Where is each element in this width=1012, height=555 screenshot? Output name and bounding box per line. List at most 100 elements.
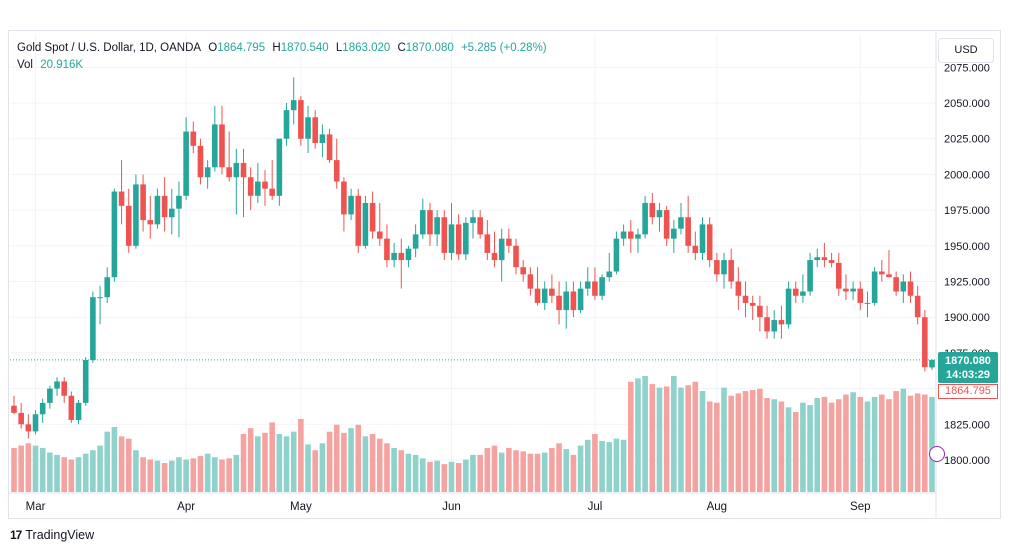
volume-bar [133,450,139,492]
volume-bar [226,458,232,492]
volume-bar [333,424,340,492]
volume-bar [520,451,527,492]
volume-bar [441,464,448,492]
candle-body [197,145,204,178]
volume-bar [168,460,175,492]
volume-bar [319,443,326,492]
indicator-circle-icon[interactable] [929,446,945,462]
y-tick-label: 1950.000 [944,241,990,253]
volume-bar [326,431,333,492]
candle-body [204,167,211,178]
volume-value: 20.916K [40,59,84,71]
candle-body [269,188,275,196]
candle-body [835,262,842,289]
volume-bar [606,442,613,492]
candle-body [728,260,734,282]
volume-bar [305,444,311,492]
candle-body [477,217,483,235]
candle-body [183,131,189,196]
volume-bar [685,385,691,492]
candle-body [907,281,914,296]
volume-bar [828,402,835,492]
candle-body [125,205,132,246]
volume-bar [527,453,534,492]
volume-bar [283,436,290,492]
candle-body [656,210,663,218]
volume-bar [47,452,53,492]
candle-body [470,217,476,223]
volume-bar [398,450,405,492]
volume-bar [627,381,634,492]
y-tick-label: 1800.000 [944,455,990,467]
candle-body [190,131,197,146]
candle-body [247,177,254,196]
volume-bar [362,436,369,492]
candle-body [82,360,89,403]
candle-body [398,252,405,261]
candle-body [929,359,935,368]
candle-body [534,288,541,303]
volume-bar [599,440,605,492]
candle-body [685,217,691,246]
volume-bar [477,454,483,492]
candle-body [104,277,111,298]
tradingview-logo[interactable]: 17 TradingView [10,528,94,542]
volume-bar [929,396,935,492]
x-tick-label: Sep [850,501,870,513]
candle-body [391,252,397,261]
volume-bar [642,376,648,492]
volume-label[interactable]: Vol [17,59,33,71]
volume-bar [735,393,742,492]
volume-bar [513,450,519,492]
volume-bar [176,457,182,492]
volume-bar [18,445,24,492]
candle-body [584,281,591,289]
volume-bar [671,376,677,492]
volume-bar [850,392,856,492]
candle-body [914,295,921,318]
candle-body [427,210,433,235]
volume-bar [147,459,154,492]
symbol-title[interactable]: Gold Spot / U.S. Dollar, 1D, OANDA [17,42,202,54]
candle-body [541,288,548,303]
candle-body [706,224,713,261]
y-tick-label: 2000.000 [944,169,990,181]
volume-bar [97,445,103,492]
candle-body [219,124,225,168]
volume-bar [197,456,204,492]
candle-body [47,388,53,403]
candle-body [147,220,154,225]
x-tick-label: Jun [442,501,461,513]
volume-bar [584,439,591,492]
candle-body [857,288,864,303]
volume-bar [620,439,627,492]
volume-bar [212,457,218,492]
volume-bar [75,457,82,492]
currency-button[interactable]: USD [938,38,994,63]
volume-bar [61,457,68,492]
volume-bar [54,454,60,492]
volume-bar [792,411,799,492]
candle-body [714,260,720,275]
x-tick-label: Jul [588,501,603,513]
candle-body [556,295,562,311]
candle-body [355,195,362,246]
candle-body [348,195,354,215]
volume-bar [498,452,505,492]
y-tick-label: 2075.000 [944,62,990,74]
candle-body [376,231,383,239]
candle-body [692,245,699,253]
candle-body [118,191,125,206]
candle-body [290,100,297,111]
candle-body [785,288,792,325]
volume-bar [914,393,921,492]
x-tick-label: May [290,501,312,513]
volume-bar [886,399,892,492]
candle-body [154,195,161,225]
candle-body [434,217,440,235]
volume-bar [298,418,304,492]
volume-bar [355,424,362,492]
candle-body [807,260,813,292]
candle-body [814,257,821,261]
